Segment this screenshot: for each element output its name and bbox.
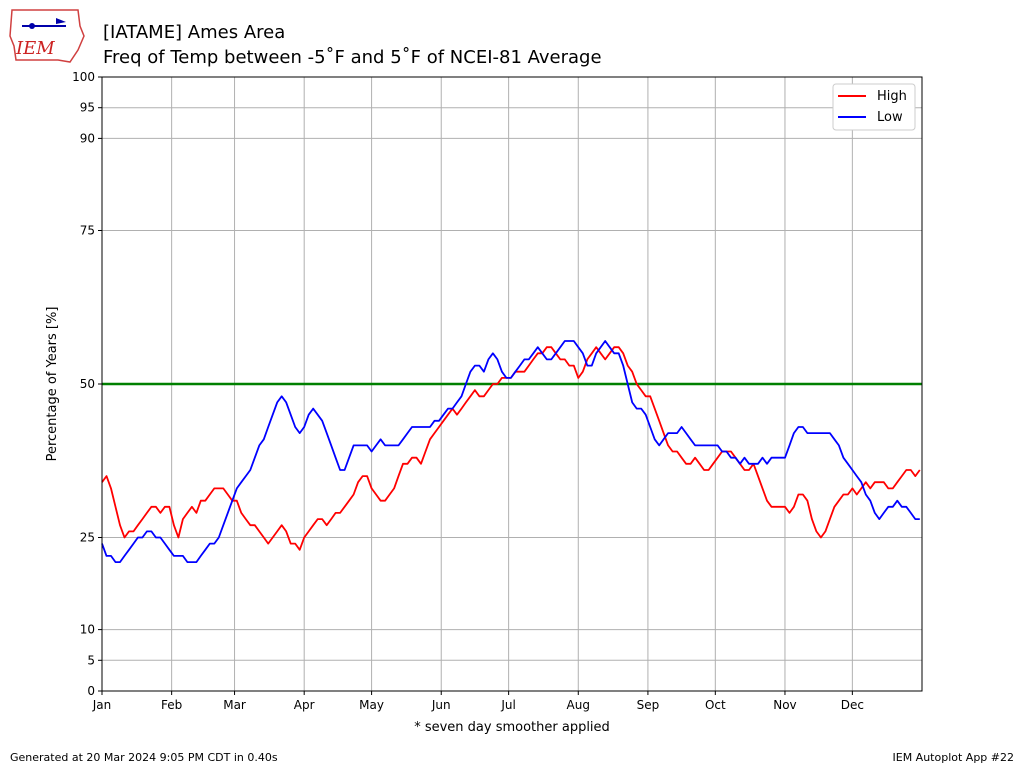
x-axis-label: * seven day smoother applied — [414, 720, 610, 735]
y-tick-label: 95 — [80, 101, 95, 115]
y-tick-label: 5 — [87, 653, 95, 667]
y-tick-label: 25 — [80, 531, 95, 545]
generated-timestamp: Generated at 20 Mar 2024 9:05 PM CDT in … — [10, 751, 278, 764]
x-tick-label: Apr — [294, 698, 315, 712]
series-lines — [101, 340, 921, 563]
y-tick-label: 0 — [87, 684, 95, 698]
legend: High Low — [832, 83, 916, 131]
title-line-1: [IATAME] Ames Area — [103, 22, 286, 43]
iem-logo: IEM — [9, 9, 85, 63]
x-tick-label: Oct — [705, 698, 726, 712]
x-tick-label: Feb — [161, 698, 182, 712]
app-label: IEM Autoplot App #22 — [892, 751, 1015, 764]
x-tick-label: Aug — [567, 698, 590, 712]
y-tick-label: 100 — [72, 70, 95, 84]
y-tick-label: 90 — [80, 131, 95, 145]
x-tick-label: Mar — [223, 698, 246, 712]
logo-text: IEM — [15, 38, 55, 59]
y-axis-label: Percentage of Years [%] — [45, 307, 60, 462]
x-tick-label: May — [359, 698, 384, 712]
title-line-2: Freq of Temp between -5˚F and 5˚F of NCE… — [103, 47, 602, 68]
chart-title: [IATAME] Ames Area Freq of Temp between … — [103, 20, 602, 70]
y-tick-label: 75 — [80, 224, 95, 238]
y-tick-label: 10 — [80, 623, 95, 637]
x-tick-label: Jul — [500, 698, 515, 712]
legend-label-high: High — [877, 89, 907, 104]
x-tick-label: Jun — [431, 698, 451, 712]
x-tick-label: Jan — [92, 698, 112, 712]
y-ticks: 0 5 10 25 50 75 90 95 100 — [72, 70, 102, 698]
legend-label-low: Low — [877, 110, 903, 125]
x-ticks: Jan Feb Mar Apr May Jun Jul Aug Sep Oct Nov Dec — [92, 691, 864, 712]
x-tick-label: Sep — [637, 698, 660, 712]
y-tick-label: 50 — [80, 377, 95, 391]
x-tick-label: Dec — [841, 698, 864, 712]
x-tick-label: Nov — [773, 698, 796, 712]
series-line-low — [101, 340, 920, 563]
